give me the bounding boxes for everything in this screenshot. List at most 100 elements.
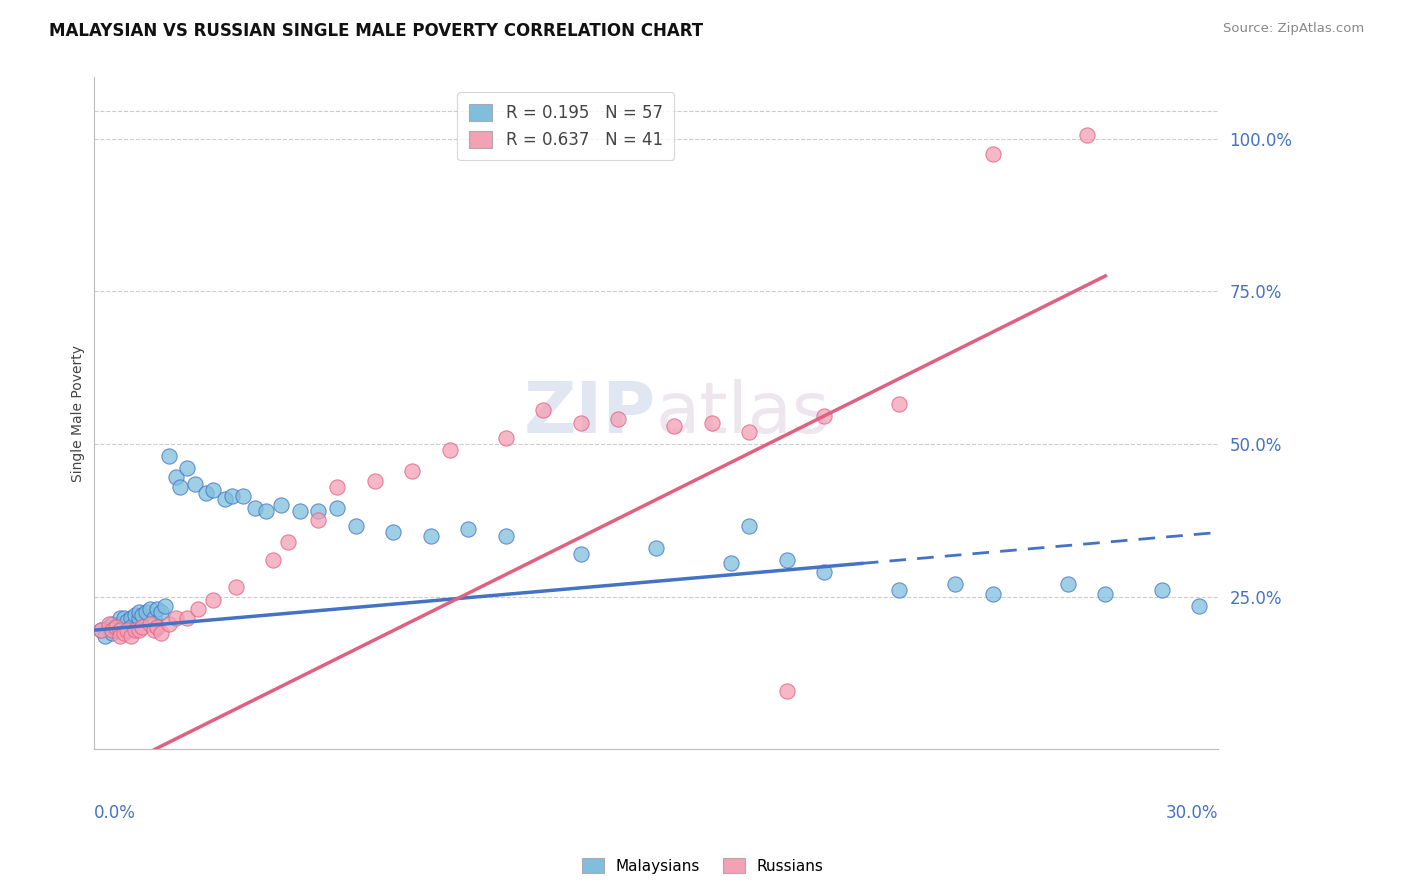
Point — [738, 519, 761, 533]
Point — [142, 611, 165, 625]
Point — [94, 629, 117, 643]
Point — [776, 553, 799, 567]
Point — [108, 617, 131, 632]
Point — [90, 623, 112, 637]
Point — [150, 605, 173, 619]
Point — [146, 620, 169, 634]
Point — [382, 525, 405, 540]
Point — [457, 523, 479, 537]
Point — [139, 602, 162, 616]
Point — [176, 461, 198, 475]
Point — [176, 611, 198, 625]
Point — [195, 485, 218, 500]
Point — [90, 623, 112, 637]
Point — [128, 623, 150, 637]
Point — [165, 470, 187, 484]
Point — [221, 489, 243, 503]
Point — [128, 605, 150, 619]
Point — [307, 504, 329, 518]
Point — [97, 617, 120, 632]
Point — [202, 592, 225, 607]
Point — [700, 416, 723, 430]
Point — [108, 611, 131, 625]
Point — [153, 599, 176, 613]
Text: Source: ZipAtlas.com: Source: ZipAtlas.com — [1223, 22, 1364, 36]
Point — [124, 623, 146, 637]
Point — [225, 581, 247, 595]
Point — [128, 611, 150, 625]
Point — [1057, 577, 1080, 591]
Point — [419, 528, 441, 542]
Point — [142, 623, 165, 637]
Point — [569, 416, 592, 430]
Point — [120, 611, 142, 625]
Text: MALAYSIAN VS RUSSIAN SINGLE MALE POVERTY CORRELATION CHART: MALAYSIAN VS RUSSIAN SINGLE MALE POVERTY… — [49, 22, 703, 40]
Point — [117, 614, 139, 628]
Point — [288, 504, 311, 518]
Point — [184, 476, 207, 491]
Point — [1094, 586, 1116, 600]
Point — [495, 431, 517, 445]
Point — [101, 623, 124, 637]
Point — [150, 626, 173, 640]
Text: 0.0%: 0.0% — [94, 805, 135, 822]
Point — [112, 611, 135, 625]
Point — [112, 626, 135, 640]
Point — [569, 547, 592, 561]
Point — [124, 607, 146, 622]
Point — [307, 513, 329, 527]
Point — [889, 583, 911, 598]
Point — [813, 565, 835, 579]
Point — [131, 620, 153, 634]
Point — [169, 480, 191, 494]
Point — [108, 629, 131, 643]
Point — [531, 403, 554, 417]
Point — [214, 491, 236, 506]
Point — [326, 480, 349, 494]
Point — [277, 534, 299, 549]
Point — [981, 146, 1004, 161]
Point — [232, 489, 254, 503]
Point — [889, 397, 911, 411]
Point — [243, 501, 266, 516]
Point — [101, 626, 124, 640]
Point — [131, 607, 153, 622]
Point — [1076, 128, 1098, 143]
Point — [254, 504, 277, 518]
Point — [738, 425, 761, 439]
Point — [1150, 583, 1173, 598]
Point — [945, 577, 967, 591]
Point — [157, 449, 180, 463]
Point — [270, 498, 292, 512]
Point — [664, 418, 686, 433]
Point — [262, 553, 284, 567]
Point — [97, 620, 120, 634]
Point — [157, 617, 180, 632]
Point — [165, 611, 187, 625]
Point — [101, 617, 124, 632]
Text: 30.0%: 30.0% — [1166, 805, 1218, 822]
Point — [105, 620, 128, 634]
Legend: R = 0.195   N = 57, R = 0.637   N = 41: R = 0.195 N = 57, R = 0.637 N = 41 — [457, 93, 675, 161]
Text: ZIP: ZIP — [523, 379, 655, 448]
Point — [720, 556, 742, 570]
Point — [776, 684, 799, 698]
Point — [105, 620, 128, 634]
Point — [644, 541, 666, 555]
Legend: Malaysians, Russians: Malaysians, Russians — [576, 852, 830, 880]
Point — [135, 605, 157, 619]
Point — [344, 519, 367, 533]
Point — [326, 501, 349, 516]
Point — [105, 623, 128, 637]
Point — [120, 629, 142, 643]
Text: atlas: atlas — [655, 379, 830, 448]
Point — [139, 617, 162, 632]
Point — [120, 620, 142, 634]
Point — [146, 602, 169, 616]
Point — [401, 464, 423, 478]
Point — [202, 483, 225, 497]
Point — [495, 528, 517, 542]
Point — [108, 623, 131, 637]
Point — [187, 602, 209, 616]
Point — [981, 586, 1004, 600]
